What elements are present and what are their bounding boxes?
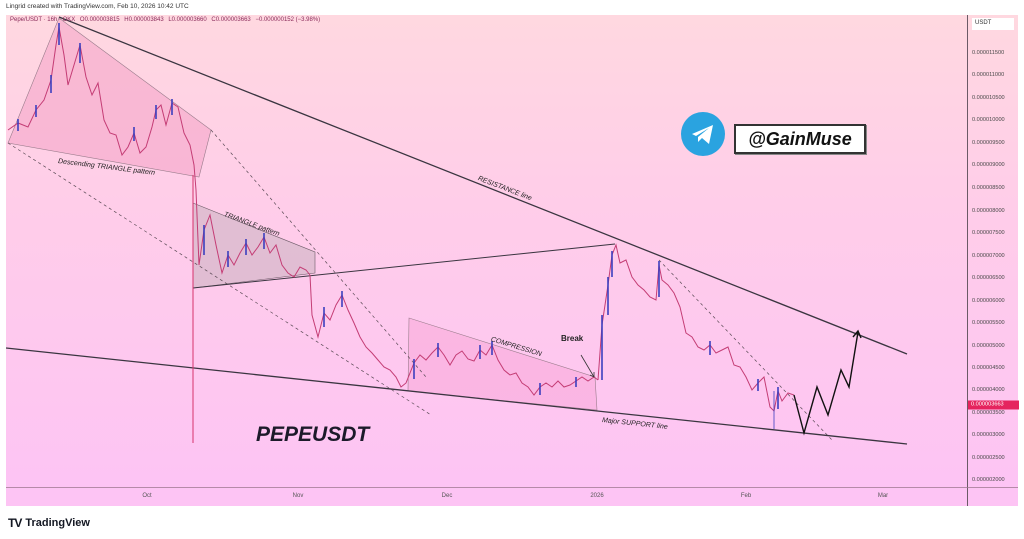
time-tick: Feb — [740, 493, 752, 499]
resistance-line — [58, 16, 908, 355]
chart-credit: Lingrid created with TradingView.com, Fe… — [6, 3, 189, 10]
tradingview-logo[interactable]: TV TradingView — [8, 516, 90, 530]
price-tick: 0.000003500 — [972, 410, 1005, 416]
chart-plot-area[interactable]: Pepe/USDT · 16h · OKX O0.000003815 H0.00… — [6, 15, 967, 487]
legend-symbol[interactable]: Pepe/USDT · 16h · OKX — [10, 17, 76, 23]
price-tick: 0.000005000 — [972, 343, 1005, 349]
price-candles — [7, 23, 795, 429]
chart-canvas — [6, 16, 908, 445]
price-tick: 0.000009500 — [972, 140, 1005, 146]
chart-frame: Pepe/USDT · 16h · OKX O0.000003815 H0.00… — [6, 15, 1019, 506]
tradingview-brand: TradingView — [25, 517, 90, 529]
annotation-break: Break — [561, 334, 584, 343]
tradingview-mark-icon: TV — [8, 516, 22, 530]
time-tick: Oct — [142, 493, 152, 499]
price-tick: 0.000004000 — [972, 387, 1005, 393]
price-tick: 0.000002000 — [972, 477, 1005, 483]
price-tick: 0.000006500 — [972, 275, 1005, 281]
price-axis[interactable]: USDT 0.000011500 0.000011000 0.000010500… — [967, 15, 1019, 487]
current-price-label: 0.000003663 — [968, 400, 1019, 410]
price-tick: 0.000008500 — [972, 185, 1005, 191]
legend-high: H0.000003843 — [124, 17, 164, 23]
time-tick: Nov — [292, 493, 304, 499]
price-tick: 0.000005500 — [972, 320, 1005, 326]
legend-close: C0.000003663 — [211, 17, 251, 23]
price-tick: 0.000010000 — [972, 117, 1005, 123]
time-tick: Mar — [877, 493, 889, 499]
price-tick: 0.000003000 — [972, 432, 1005, 438]
triangle-zone — [192, 202, 316, 289]
currency-label[interactable]: USDT — [972, 18, 1014, 30]
legend-open: O0.000003815 — [79, 17, 120, 23]
projection-path — [793, 331, 859, 436]
axis-corner — [967, 487, 1018, 506]
price-tick: 0.000008000 — [972, 208, 1005, 214]
time-tick: Dec — [441, 493, 453, 499]
ohlc-legend: Pepe/USDT · 16h · OKX O0.000003815 H0.00… — [10, 17, 323, 23]
legend-low: L0.000003660 — [168, 17, 207, 23]
descending-triangle-zone — [7, 17, 212, 178]
time-axis[interactable]: Oct Nov Dec 2026 Feb Mar — [6, 487, 967, 506]
price-tick: 0.000009000 — [972, 162, 1005, 168]
price-tick: 0.000004500 — [972, 365, 1005, 371]
time-tick: 2026 — [590, 493, 604, 499]
support-line — [6, 347, 908, 445]
price-tick: 0.000011500 — [972, 50, 1005, 56]
promo-handle[interactable]: @GainMuse — [734, 124, 866, 154]
price-tick: 0.000007000 — [972, 253, 1005, 259]
price-tick: 0.000007500 — [972, 230, 1005, 236]
price-tick: 0.000010500 — [972, 95, 1005, 101]
price-tick: 0.000011000 — [972, 72, 1005, 78]
symbol-watermark: PEPEUSDT — [256, 423, 370, 446]
price-tick: 0.000006000 — [972, 298, 1005, 304]
price-tick: 0.000002500 — [972, 455, 1005, 461]
telegram-icon[interactable] — [681, 112, 725, 156]
compression-zone — [407, 317, 598, 411]
legend-change: −0.000000152 (−3.98%) — [255, 17, 321, 23]
